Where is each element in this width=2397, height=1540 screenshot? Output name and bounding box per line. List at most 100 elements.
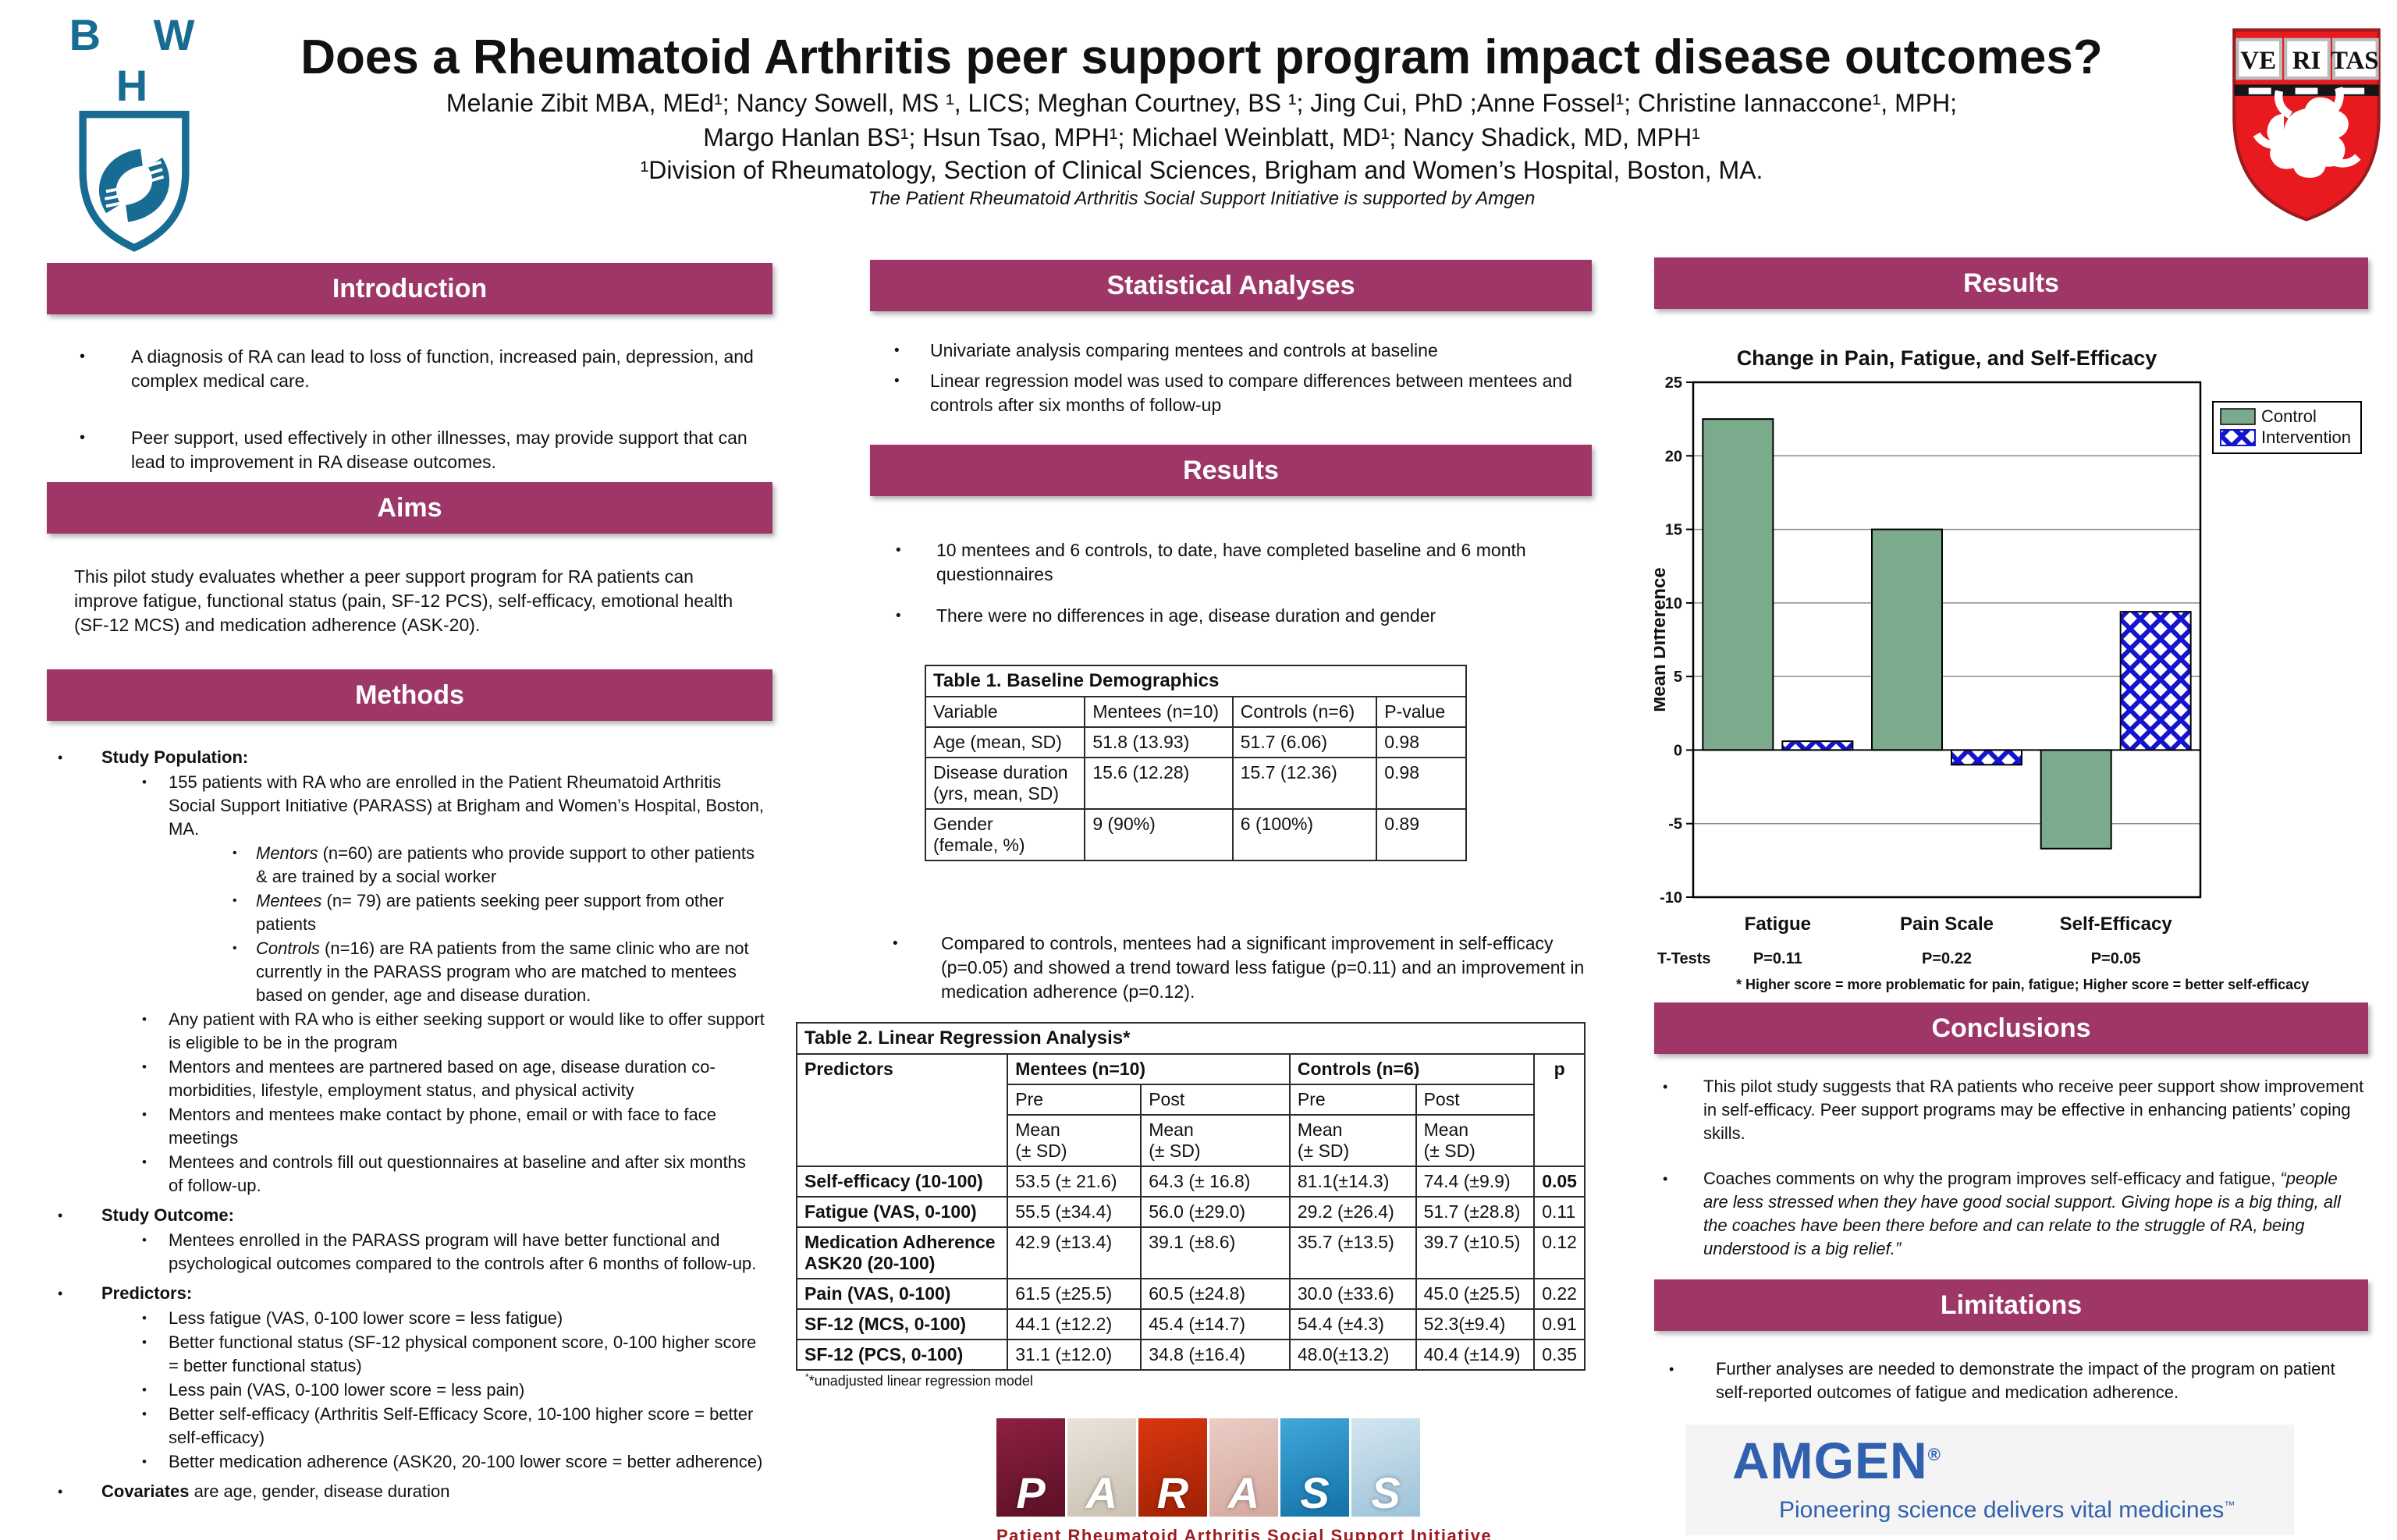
table2-predictor-cell: SF-12 (PCS, 0-100) [795,1339,1009,1371]
table2-value-cell: 64.3 (± 16.8) [1140,1166,1291,1198]
lion-figure [2253,87,2361,178]
section-header-limitations: Limitations [1654,1279,2368,1331]
table2-value-cell: 45.4 (±14.7) [1140,1308,1291,1340]
bullet-glyph: • [80,348,86,365]
table2-value-cell: 31.1 (±12.0) [1007,1339,1142,1371]
bullet-text: Coaches comments on why the program impr… [1703,1167,2364,1261]
table2-value-cell: 60.5 (±24.8) [1140,1278,1291,1310]
table1-cell: Gender (female, %) [924,808,1086,861]
results-bar-chart: Change in Pain, Fatigue, and Self-Effica… [1654,346,2362,992]
methods-bullet: • Mentors (n=60) are patients who provide… [47,842,765,889]
results-finding: • Compared to controls, mentees had a sig… [882,931,1592,1004]
bullet-glyph: • [142,1059,147,1074]
table1-row: Gender (female, %) 9 (90%) 6 (100%) 0.89 [924,808,1467,861]
section-header-statistical-analyses: Statistical Analyses [870,260,1592,311]
table2-predictor-cell: Fatigue (VAS, 0-100) [795,1196,1009,1228]
bullet-text: A diagnosis of RA can lead to loss of fu… [131,345,761,393]
y-tick-label: 0 [1674,742,1682,759]
text-segment: Mentors [256,843,318,863]
results-bullets: • 10 mentees and 6 controls, to date, hav… [890,538,1588,645]
bullet-glyph: • [233,942,237,955]
bullet-glyph: • [893,935,898,952]
bullet-text: Less pain (VAS, 0-100 lower score = less… [169,1379,765,1402]
bar-intervention-fatigue [1781,740,1854,751]
bar-control-fatigue [1702,418,1774,751]
text-segment: Univariate analysis comparing mentees an… [930,340,1438,360]
conclusions-bullet: • This pilot study suggests that RA patie… [1658,1075,2364,1145]
trademark-mark: ™ [2224,1499,2235,1511]
bullet-text: Covariates are age, gender, disease dura… [101,1480,765,1503]
section-header-aims: Aims [47,482,772,534]
table2-value-cell: 35.7 (±13.5) [1288,1226,1417,1279]
bar-intervention-pain-scale [1951,749,2022,766]
table2-value-cell: 74.4 (±9.9) [1415,1166,1536,1198]
section-header-introduction: Introduction [47,263,772,314]
parass-letter: S [1371,1468,1401,1517]
authors-line-1: Melanie Zibit MBA, MEd¹; Nancy Sowell, M… [446,89,1958,117]
section-header-results-right: Results [1654,257,2368,309]
bullet-glyph: • [233,846,237,860]
y-tick-label: 25 [1665,374,1682,392]
parass-letter: S [1300,1468,1330,1517]
section-title: Introduction [332,274,488,303]
methods-bullet: • Any patient with RA who is either seeki… [47,1008,765,1055]
table2-predictor-cell: Pain (VAS, 0-100) [795,1278,1009,1310]
text-segment: Mentees enrolled in the PARASS program w… [169,1230,757,1273]
table1-cell: 6 (100%) [1231,808,1378,861]
table2-value-cell: 45.0 (±25.5) [1415,1278,1536,1310]
amgen-wordmark: AMGEN® [1732,1428,2294,1488]
parass-tile: S [1280,1418,1349,1517]
table2-subheader-cell: Post [1140,1084,1291,1116]
table2-value-cell: 40.4 (±14.9) [1415,1339,1536,1371]
text-segment: Better self-efficacy (Arthritis Self-Eff… [169,1404,754,1447]
section-title: Aims [377,493,442,523]
bullet-text: Controls (n=16) are RA patients from the… [256,937,765,1007]
support-note: The Patient Rheumatoid Arthritis Social … [868,188,1536,209]
table2-subheader-cell: Pre [1007,1084,1142,1116]
chart-title: Change in Pain, Fatigue, and Self-Effica… [1737,346,2157,370]
section-title: Results [1183,456,1279,485]
legend-swatch-control [2220,408,2256,425]
table1-cell: 0.89 [1376,808,1467,861]
table1-cell: 15.6 (12.28) [1084,757,1234,810]
table2-row: SF-12 (MCS, 0-100) 44.1 (±12.2) 45.4 (±14.… [795,1308,1586,1340]
table2-value-cell: 54.4 (±4.3) [1288,1308,1417,1340]
bullet-glyph: • [142,775,147,790]
introduction-bullet: • Peer support, used effectively in other… [47,426,761,474]
text-segment: Controls [256,939,320,958]
table2-title: Table 2. Linear Regression Analysis* [796,1022,1586,1055]
bar-intervention-self-efficacy [2119,611,2192,751]
table2-value-cell: 34.8 (±16.4) [1140,1339,1291,1371]
table2-footnote-text: *unadjusted linear regression model [808,1373,1033,1389]
text-segment: Less pain (VAS, 0-100 lower score = less… [169,1380,525,1400]
section-header-methods: Methods [47,669,772,721]
bullet-glyph: • [1669,1361,1674,1377]
affiliation: ¹Division of Rheumatology, Section of Cl… [640,156,1763,184]
table2-group-controls: Controls (n=6) [1288,1053,1536,1085]
y-tick-label: -10 [1660,889,1682,907]
text-segment: This pilot study suggests that RA patien… [1703,1077,2364,1143]
table2-group-mentees: Mentees (n=10) [1007,1053,1291,1085]
t-test-value: P=0.11 [1753,950,1802,967]
amgen-name-text: AMGEN [1732,1432,1928,1489]
text-segment: Further analyses are needed to demonstra… [1716,1359,2335,1402]
introduction-bullets: • A diagnosis of RA can lead to loss of f… [47,345,761,507]
methods-bullet: • Mentees enrolled in the PARASS program … [47,1229,765,1276]
table2-stat-row: Mean (± SD) Mean (± SD) Mean (± SD) Mean (±… [797,1114,1585,1167]
parass-letter: A [1085,1468,1118,1517]
table2-value-cell: 39.1 (±8.6) [1140,1226,1291,1279]
bullet-glyph: • [142,1233,147,1247]
bullet-text: 155 patients with RA who are enrolled in… [169,771,765,841]
table1-cell: 0.98 [1376,726,1467,758]
section-title: Conclusions [1931,1013,2091,1043]
parass-tile: R [1138,1418,1207,1517]
table1-header-cell: Variable [924,696,1086,728]
text-segment: Mentees and controls fill out questionna… [169,1152,746,1195]
bullet-glyph: • [233,894,237,907]
table1-title-row: Table 1. Baseline Demographics [925,665,1467,697]
amgen-tagline-text: Pioneering science delivers vital medici… [1779,1497,2225,1523]
bullet-text: Further analyses are needed to demonstra… [1716,1357,2364,1404]
table1-header-cell: Controls (n=6) [1231,696,1378,728]
text-segment: “people are less stressed when they have… [1703,1169,2341,1258]
